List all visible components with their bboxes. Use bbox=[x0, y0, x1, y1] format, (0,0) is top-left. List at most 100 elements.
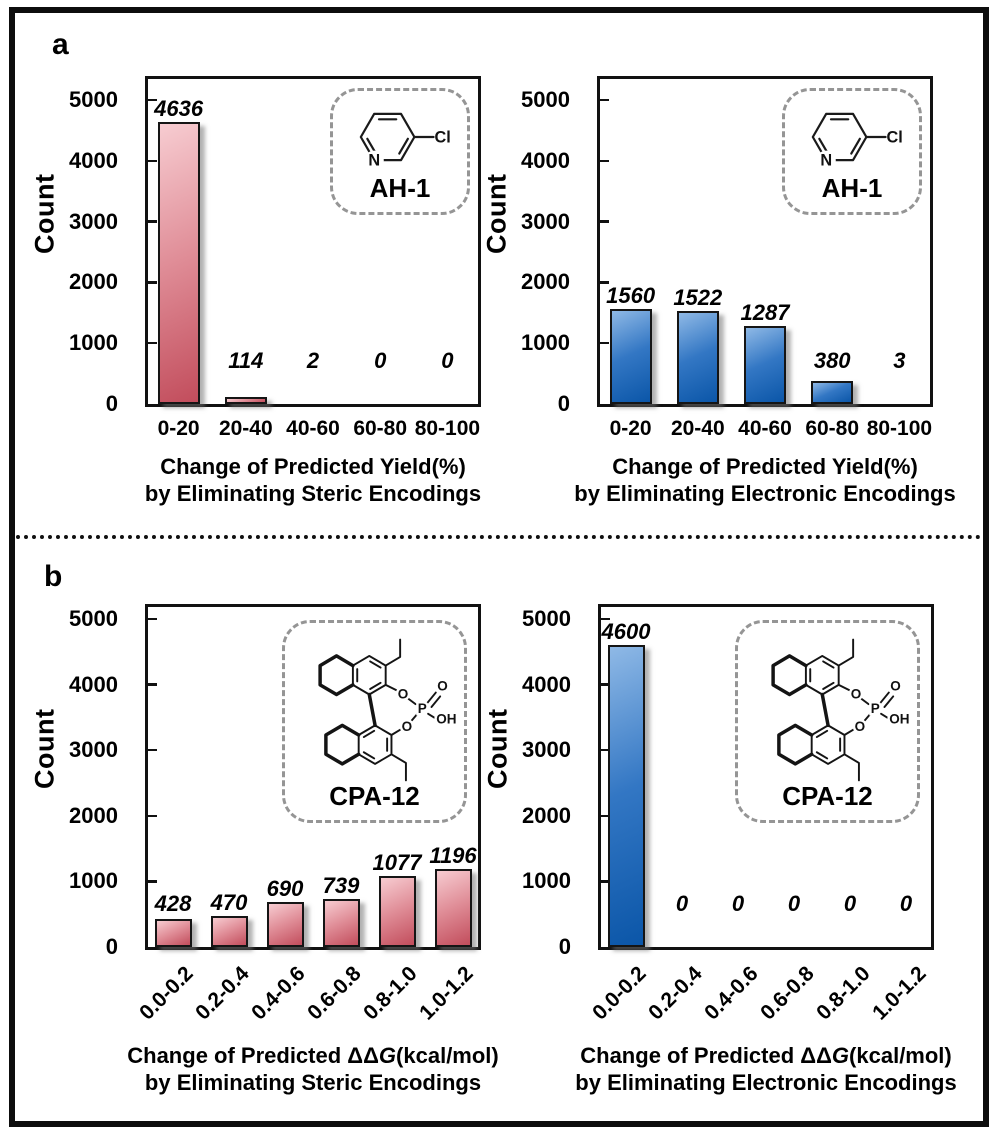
y-tick-mark bbox=[148, 220, 157, 223]
bar-value-label: 0 bbox=[899, 891, 913, 916]
bar-value-label: 690 bbox=[266, 875, 304, 901]
bar bbox=[323, 898, 360, 947]
bar bbox=[677, 311, 719, 404]
x-tick-label: 0.2-0.4 bbox=[643, 962, 707, 1025]
y-tick-label: 4000 bbox=[69, 147, 118, 173]
x-tick-label: 80-100 bbox=[414, 417, 481, 440]
y-tick-mark bbox=[148, 748, 157, 752]
y-tick-label: 5000 bbox=[69, 606, 118, 631]
bar-value-label: 1077 bbox=[372, 850, 422, 876]
molecule-cpa12-structure: O P O O OH bbox=[771, 638, 912, 782]
bar bbox=[435, 868, 472, 947]
x-tick-label: 1.0-1.2 bbox=[414, 962, 478, 1025]
svg-text:OH: OH bbox=[436, 711, 456, 726]
bar-value-label: 1287 bbox=[740, 299, 790, 325]
panel-divider-dotted-line bbox=[16, 535, 981, 539]
bar-value-label: 470 bbox=[210, 890, 248, 916]
svg-text:O: O bbox=[402, 719, 413, 734]
y-tick-label: 1000 bbox=[522, 868, 571, 894]
svg-text:OH: OH bbox=[889, 711, 909, 726]
svg-text:O: O bbox=[855, 719, 866, 734]
bar-value-label: 0 bbox=[843, 891, 857, 916]
chart-yield-steric: Count 0 1000 2000 3000 4000 5000 4636 0-20 114 20-… bbox=[28, 60, 490, 570]
y-tick-mark bbox=[600, 159, 609, 163]
y-tick-mark bbox=[148, 98, 157, 102]
bar-value-label: 4600 bbox=[601, 619, 651, 645]
y-tick-mark bbox=[600, 341, 609, 345]
bar bbox=[379, 876, 416, 947]
x-tick-label: 80-100 bbox=[866, 417, 933, 440]
x-tick-label: 0.6-0.8 bbox=[755, 962, 819, 1025]
svg-text:O: O bbox=[398, 686, 409, 701]
x-tick-label: 0.4-0.6 bbox=[699, 962, 763, 1025]
x-tick-label: 0.2-0.4 bbox=[190, 962, 254, 1025]
bar bbox=[225, 397, 267, 404]
y-tick-label: 2000 bbox=[69, 802, 118, 828]
svg-text:Cl: Cl bbox=[434, 129, 450, 147]
bar bbox=[155, 918, 192, 947]
y-tick-label: 0 bbox=[557, 391, 570, 416]
y-tick-mark bbox=[148, 341, 157, 345]
y-tick-label: 1000 bbox=[69, 868, 118, 894]
bar bbox=[744, 325, 786, 404]
y-tick-mark bbox=[148, 159, 157, 163]
y-tick-label: 2000 bbox=[69, 269, 118, 295]
bar-value-label: 3 bbox=[893, 348, 906, 373]
molecule-inset: N Cl AH-1 bbox=[782, 88, 922, 215]
x-tick-label: 60-80 bbox=[353, 417, 408, 440]
bar-value-label: 0 bbox=[374, 348, 387, 373]
x-axis-title-line1: Change of Predicted ΔΔG(kcal/mol) bbox=[127, 1043, 499, 1068]
bar-value-label: 1560 bbox=[606, 283, 656, 309]
bar-value-label: 1522 bbox=[673, 285, 723, 311]
bar-value-label: 380 bbox=[813, 348, 851, 373]
panel-a-label: a bbox=[52, 28, 69, 61]
bar-value-label: 1196 bbox=[429, 842, 477, 868]
chart-ddg-steric: Count 0 1000 2000 3000 4000 5000 428 0.0-0.2 470 0… bbox=[28, 588, 499, 1098]
y-tick-label: 1000 bbox=[69, 330, 118, 356]
svg-text:N: N bbox=[820, 152, 832, 170]
y-tick-mark bbox=[148, 683, 157, 686]
chart-ddg-electronic: Count 0 1000 2000 3000 4000 5000 4600 0.0-0.2 0 0.… bbox=[481, 588, 957, 1098]
x-tick-label: 0.0-0.2 bbox=[587, 962, 651, 1025]
x-axis-title-line2: by Eliminating Electronic Encodings bbox=[575, 1070, 957, 1095]
y-tick-label: 3000 bbox=[522, 737, 571, 763]
y-tick-mark bbox=[600, 281, 609, 284]
y-tick-label: 3000 bbox=[69, 737, 118, 763]
panel-b-label: b bbox=[44, 560, 63, 593]
molecule-inset: O P O O OH CPA-12 bbox=[282, 620, 467, 823]
x-tick-label: 40-60 bbox=[738, 417, 792, 440]
y-tick-mark bbox=[148, 814, 157, 818]
bar bbox=[610, 309, 652, 404]
x-tick-label: 0.0-0.2 bbox=[134, 962, 198, 1025]
y-tick-mark bbox=[601, 617, 610, 621]
inset-molecule-label: AH-1 bbox=[369, 173, 431, 203]
y-tick-mark bbox=[601, 880, 610, 883]
y-tick-label: 1000 bbox=[521, 330, 570, 356]
bar bbox=[158, 122, 200, 404]
bar-value-label: 0 bbox=[787, 891, 801, 916]
inset-molecule-label: AH-1 bbox=[821, 173, 883, 203]
x-axis-title-line1: Change of Predicted Yield(%) bbox=[160, 454, 466, 479]
bar bbox=[211, 916, 248, 947]
svg-text:O: O bbox=[851, 686, 862, 701]
bar-value-label: 0 bbox=[441, 348, 454, 373]
y-tick-label: 5000 bbox=[522, 606, 571, 631]
x-tick-label: 20-40 bbox=[218, 417, 273, 440]
bar bbox=[608, 645, 645, 947]
x-tick-label: 40-60 bbox=[286, 417, 340, 440]
bar bbox=[811, 380, 853, 404]
svg-text:Cl: Cl bbox=[886, 129, 902, 147]
x-tick-label: 1.0-1.2 bbox=[867, 962, 931, 1025]
x-tick-label: 20-40 bbox=[670, 417, 725, 440]
y-tick-label: 4000 bbox=[521, 147, 570, 173]
bar-value-label: 428 bbox=[154, 891, 192, 916]
y-tick-label: 0 bbox=[105, 391, 118, 416]
y-tick-label: 2000 bbox=[521, 269, 570, 295]
y-tick-label: 4000 bbox=[522, 671, 571, 697]
x-tick-label: 0-20 bbox=[609, 417, 652, 440]
bar bbox=[267, 901, 304, 947]
svg-text:P: P bbox=[871, 701, 880, 716]
y-tick-label: 5000 bbox=[521, 87, 570, 112]
svg-text:N: N bbox=[368, 152, 380, 170]
